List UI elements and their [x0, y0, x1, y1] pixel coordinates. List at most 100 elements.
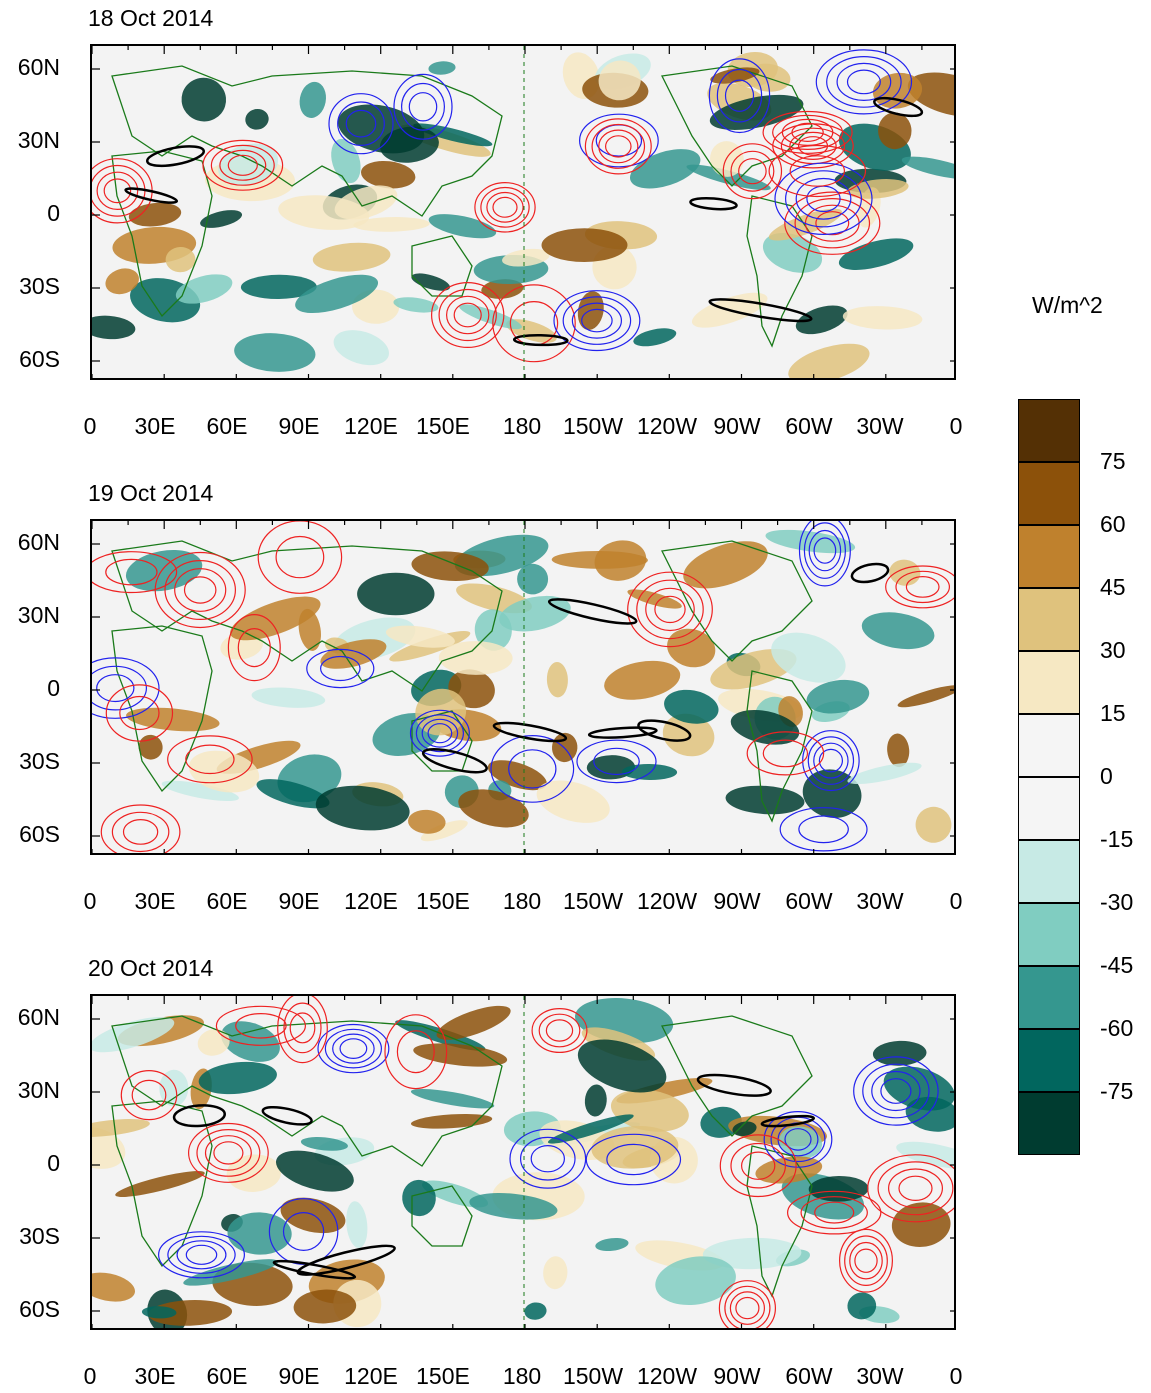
undefined [595, 1237, 629, 1252]
lon-label: 180 [502, 888, 542, 914]
negative-contour [337, 101, 385, 146]
lat-label: 60N [17, 1004, 60, 1030]
undefined [385, 625, 455, 648]
undefined [346, 1201, 368, 1249]
map-svg-2 [92, 521, 954, 853]
lon-label: 0 [83, 1363, 97, 1389]
lon-label: 60W [785, 413, 833, 439]
undefined [361, 160, 416, 189]
positive-contour [815, 211, 850, 236]
negative-contour [553, 290, 641, 352]
positive-contour [654, 595, 686, 624]
negative-contour [818, 748, 844, 773]
lon-label: 60E [206, 888, 248, 914]
positive-contour [591, 123, 646, 169]
lon-label: 150E [416, 888, 470, 914]
coastline [111, 65, 503, 217]
negative-contour [306, 648, 375, 689]
coastline [411, 235, 473, 297]
undefined [850, 562, 890, 584]
lon-label: 120E [344, 413, 398, 439]
negative-contour [401, 82, 446, 131]
colorbar-swatch [1018, 1092, 1080, 1155]
negative-contour [332, 1033, 375, 1064]
undefined [410, 1089, 495, 1109]
negative-contour [317, 1023, 390, 1074]
negative-contour [784, 170, 862, 228]
lon-label: 30E [134, 888, 176, 914]
undefined [92, 1016, 175, 1053]
colorbar-swatch [1018, 903, 1080, 966]
positive-contour [277, 996, 328, 1064]
positive-contour [453, 302, 482, 328]
lat-label: 60S [19, 346, 60, 372]
undefined [411, 551, 489, 581]
undefined [428, 61, 456, 75]
coastline [661, 540, 813, 662]
undefined [873, 96, 924, 118]
negative-contour [763, 1110, 833, 1168]
undefined [689, 196, 738, 211]
lon-label: 120W [636, 888, 698, 914]
undefined [604, 660, 681, 700]
lat-label: 0 [47, 200, 60, 226]
lon-label: 90W [713, 1363, 761, 1389]
positive-contour [187, 1122, 269, 1183]
lat-label: 60N [17, 54, 60, 80]
coastline [111, 150, 213, 318]
negative-contour [576, 739, 657, 784]
lon-label: 0 [83, 888, 97, 914]
panel-title-2: 19 Oct 2014 [88, 480, 214, 506]
negative-contour [716, 68, 763, 123]
positive-contour [895, 570, 951, 604]
undefined [428, 214, 497, 239]
positive-contour [735, 1296, 760, 1320]
undefined [897, 685, 954, 708]
positive-contour [275, 535, 325, 579]
positive-contour [202, 139, 284, 191]
positive-contour [196, 1128, 261, 1177]
positive-contour [784, 191, 881, 255]
positive-contour [227, 154, 258, 176]
undefined [725, 785, 805, 815]
lon-label: 30E [134, 413, 176, 439]
undefined [655, 1256, 736, 1306]
undefined [492, 721, 568, 743]
positive-contour [235, 1012, 287, 1039]
coastline [111, 1015, 503, 1167]
undefined [730, 709, 800, 745]
positive-contour [772, 114, 844, 151]
lon-label: 150W [562, 413, 624, 439]
undefined [512, 334, 569, 347]
negative-contour [871, 1070, 921, 1112]
undefined [261, 1105, 313, 1126]
negative-contour [324, 1028, 382, 1069]
positive-contour [627, 571, 713, 648]
lon-label: 120E [344, 888, 398, 914]
undefined [788, 343, 870, 378]
negative-contour [167, 1235, 236, 1274]
lon-label: 0 [949, 888, 963, 914]
positive-contour [598, 129, 639, 164]
undefined [357, 572, 435, 616]
lat-label: 30N [17, 1077, 60, 1103]
colorbar-swatch [1018, 840, 1080, 903]
lon-label: 90W [713, 413, 761, 439]
positive-contour [762, 110, 853, 154]
undefined [92, 1126, 126, 1169]
lat-label: 30S [19, 1223, 60, 1249]
positive-contour [768, 144, 867, 198]
lon-label: 60E [206, 1363, 248, 1389]
undefined [333, 330, 389, 366]
positive-contour [545, 1019, 574, 1042]
positive-contour [167, 735, 253, 784]
undefined [524, 1302, 547, 1320]
undefined [411, 273, 451, 291]
lon-label: 0 [949, 413, 963, 439]
undefined [546, 662, 568, 698]
colorbar-swatch [1018, 777, 1080, 840]
undefined [474, 609, 512, 651]
undefined [907, 72, 954, 117]
negative-contour [409, 709, 470, 757]
positive-contour [431, 282, 505, 349]
